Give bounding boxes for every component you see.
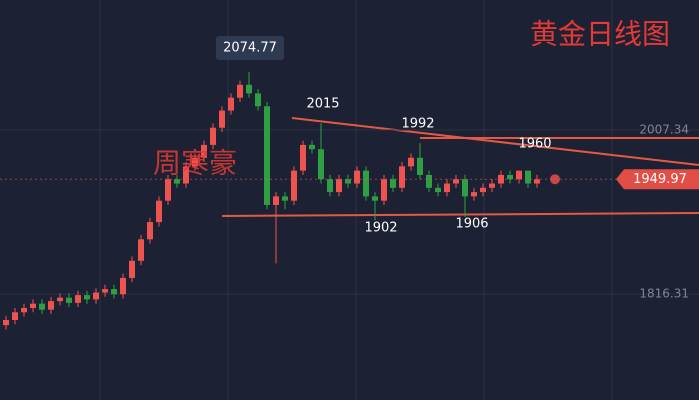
annotation: 2015: [306, 97, 339, 112]
candle-body: [264, 106, 270, 205]
candle-body: [426, 174, 432, 188]
y-tick-label: 1816.31: [639, 286, 689, 300]
candle-body: [66, 297, 72, 303]
candle-body: [300, 144, 306, 171]
candle-body: [363, 170, 369, 197]
candle-body: [318, 149, 324, 180]
candle-body: [12, 312, 18, 320]
candle-body: [246, 84, 252, 94]
candle-body: [462, 179, 468, 197]
candle-body: [327, 179, 333, 193]
candle-body: [417, 157, 423, 175]
candle-body: [291, 170, 297, 201]
last-price-dot: [550, 174, 560, 185]
candle-body: [435, 187, 441, 193]
candle-body: [399, 166, 405, 188]
candle-body: [111, 289, 117, 295]
candle-body: [219, 110, 225, 128]
candle-body: [102, 289, 108, 293]
candle-body: [471, 192, 477, 197]
candle-body: [372, 196, 378, 201]
candle-body: [453, 179, 459, 184]
candle-body: [255, 93, 261, 107]
candle-body: [30, 303, 36, 308]
annotation: 1992: [401, 117, 434, 132]
candle-body: [156, 200, 162, 223]
candle-body: [534, 179, 540, 184]
candle-body: [336, 179, 342, 193]
annotation: 1902: [364, 221, 397, 236]
watermark: 周寒豪: [153, 147, 237, 180]
candle-body: [165, 179, 171, 201]
candle-body: [120, 277, 126, 295]
candle-body: [480, 187, 486, 193]
candle-body: [237, 84, 243, 98]
candle-body: [75, 295, 81, 303]
candle-body: [183, 166, 189, 184]
y-tick-label: 2007.34: [639, 123, 689, 137]
candle-body: [57, 297, 63, 302]
candle-body: [516, 170, 522, 180]
candle-body: [444, 183, 450, 193]
candle-body: [48, 301, 54, 310]
chart-title: 黄金日线图: [530, 18, 670, 51]
annotation: 1906: [455, 217, 488, 232]
candle-body: [39, 303, 45, 310]
candle-body: [147, 222, 153, 240]
candle-body: [138, 239, 144, 261]
candle-body: [345, 179, 351, 184]
candle-body: [309, 144, 315, 150]
trend-lines: [221, 117, 699, 217]
candle-body: [282, 196, 288, 201]
candle-body: [228, 97, 234, 111]
candle-body: [489, 183, 495, 188]
annotation: 2074.77: [223, 41, 277, 56]
candle-body: [390, 179, 396, 188]
last-price-box: [616, 169, 699, 190]
candle-body: [354, 170, 360, 184]
background-grid: [99, 0, 613, 400]
candle-body: [381, 179, 387, 201]
candle-body: [174, 179, 180, 184]
annotation: 1960: [518, 137, 551, 152]
candle-body: [93, 292, 99, 300]
candle-body: [3, 320, 9, 326]
candle-body: [201, 144, 207, 158]
candle-body: [525, 170, 531, 184]
candle-body: [210, 127, 216, 145]
candle-body: [21, 307, 27, 313]
candle-body: [192, 157, 198, 167]
candle-body: [273, 196, 279, 205]
candle-body: [408, 157, 414, 167]
candle-body: [129, 260, 135, 278]
last-price-label: 1949.97: [633, 172, 687, 187]
candle-body: [507, 174, 513, 180]
annotation-box: [216, 36, 284, 60]
candle-body: [84, 295, 90, 300]
